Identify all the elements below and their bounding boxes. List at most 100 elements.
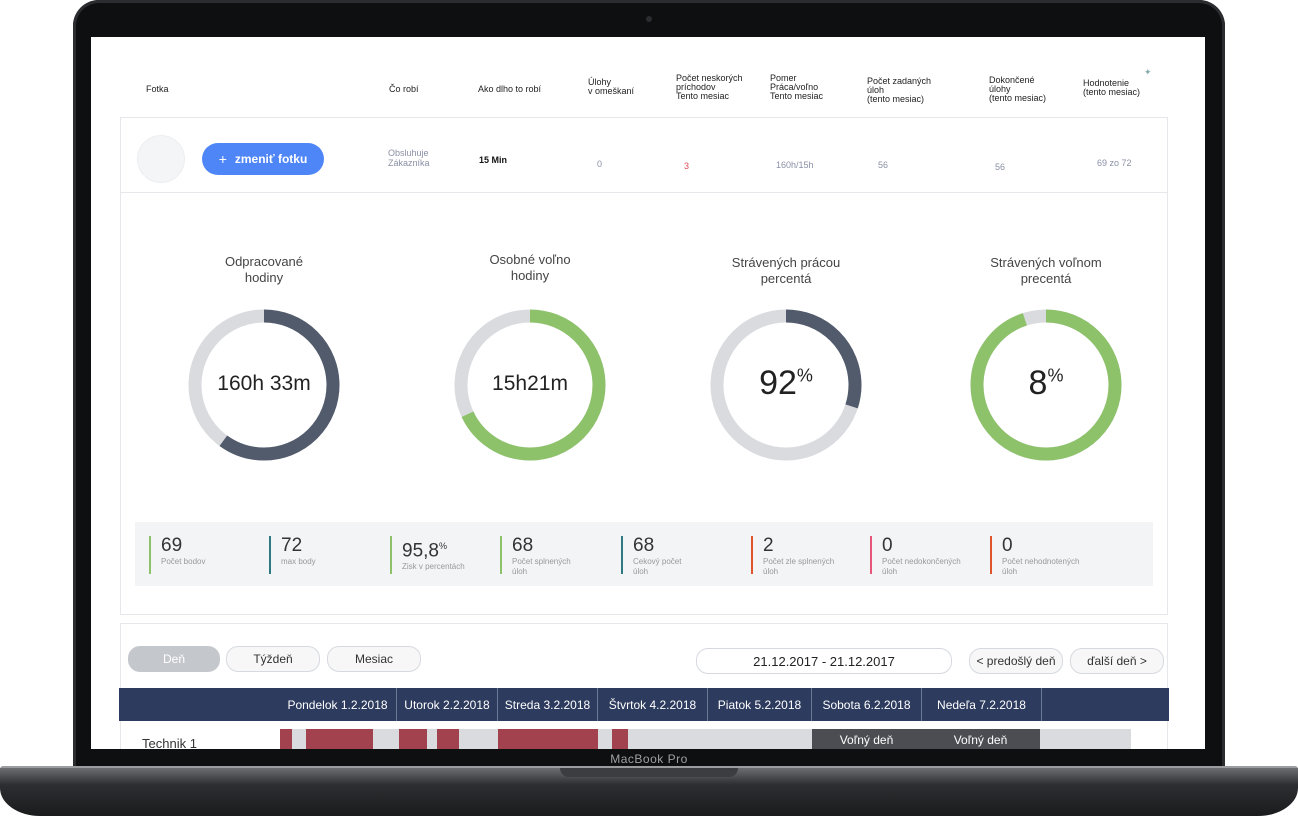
- donut-value-4: 8%: [1028, 363, 1064, 402]
- stat-label: Počet bodov: [161, 557, 206, 566]
- worker-name: Technik 1: [142, 736, 197, 749]
- tab-month[interactable]: Mesiac: [327, 646, 421, 672]
- donut-value-3: 92%: [759, 363, 813, 402]
- stat-item: 2 Počet zle splnených úloh: [751, 535, 835, 576]
- idle-block: [373, 729, 399, 749]
- free-day-saturday[interactable]: Voľný deň: [812, 729, 921, 749]
- day-header-wednesday: Streda 3.2.2018: [498, 688, 598, 721]
- work-block[interactable]: [280, 729, 292, 749]
- stat-label: Počet nedokončených úloh: [882, 557, 961, 576]
- next-day-button[interactable]: ďalší deň >: [1070, 648, 1164, 674]
- col-header-rating: Hodnotenie (tento mesiac): [1083, 78, 1141, 97]
- schedule-card: Deň Týždeň Mesiac 21.12.2017 - 21.12.201…: [119, 623, 1169, 749]
- donut-chart-3: [710, 309, 862, 461]
- stat-item: 69 Počet bodov: [149, 536, 205, 574]
- idle-block: [292, 729, 306, 749]
- day-header-monday: Pondelok 1.2.2018: [279, 688, 397, 721]
- col-header-late-tasks: Úlohy v omeškaní: [588, 77, 635, 96]
- stat-value: 95,8: [402, 540, 439, 562]
- day-header-friday: Piatok 5.2.2018: [708, 688, 812, 721]
- work-block[interactable]: [306, 729, 373, 749]
- col-header-late-arrivals: Počet neskorých príchodov Tento mesiac: [676, 73, 743, 101]
- donut-chart-2: [454, 309, 606, 461]
- donut-value-2: 15h21m: [492, 371, 568, 395]
- stat-item: 0 Počet nedokončených úloh: [870, 535, 961, 576]
- stat-value: 69: [161, 535, 183, 556]
- donut-arc: [188, 309, 340, 461]
- stat-label: Počet zle splnených úloh: [763, 557, 835, 576]
- work-block[interactable]: [612, 729, 628, 749]
- change-photo-label: zmeniť fotku: [234, 152, 308, 166]
- donut-arc: [710, 309, 862, 461]
- row-late-tasks: 0: [597, 159, 603, 169]
- row-divider: [121, 192, 1167, 193]
- day-header-saturday: Sobota 6.2.2018: [812, 688, 922, 721]
- col-header-ratio: Pomer Práca/voľno Tento mesiac: [770, 73, 824, 101]
- change-photo-button[interactable]: + zmeniť fotku: [202, 143, 324, 175]
- days-header: Pondelok 1.2.2018 Utorok 2.2.2018 Streda…: [119, 688, 1169, 721]
- stat-value: 68: [512, 535, 534, 556]
- day-header-sunday: Nedeľa 7.2.2018: [922, 688, 1042, 721]
- stat-item: 68 Cekový počet úloh: [621, 535, 682, 576]
- stat-value: 0: [1002, 535, 1013, 556]
- idle-block: [1040, 729, 1131, 749]
- stat-value: 0: [882, 535, 893, 556]
- col-header-photo: Fotka: [146, 84, 169, 94]
- donut-arc: [454, 309, 606, 461]
- donut-title-4: Strávených voľnom precentá: [990, 255, 1102, 286]
- idle-block: [628, 729, 812, 749]
- stat-label: Počet splnených úloh: [512, 557, 571, 576]
- employee-card: + zmeniť fotku Obsluhuje Zákazníka 15 Min…: [120, 117, 1168, 615]
- stat-label: max body: [281, 557, 316, 566]
- row-assigned: 56: [878, 160, 889, 170]
- free-day-sunday[interactable]: Voľný deň: [921, 729, 1040, 749]
- work-block[interactable]: [498, 729, 598, 749]
- plus-icon: +: [218, 151, 227, 167]
- work-block[interactable]: [437, 729, 459, 749]
- stat-value: 72: [281, 535, 303, 556]
- bird-icon[interactable]: ✦: [1144, 67, 1152, 77]
- idle-block: [598, 729, 612, 749]
- day-header-thursday: Štvrtok 4.2.2018: [598, 688, 708, 721]
- donut-arc: [970, 309, 1122, 461]
- day-header-tuesday: Utorok 2.2.2018: [397, 688, 498, 721]
- donut-value-1: 160h 33m: [217, 371, 311, 395]
- row-rating: 69 zo 72: [1097, 158, 1132, 168]
- work-block[interactable]: [413, 729, 427, 749]
- col-header-done: Dokončené úlohy (tento mesiac): [989, 75, 1047, 103]
- work-block[interactable]: [399, 729, 413, 749]
- stat-label: Cekový počet úloh: [633, 557, 682, 576]
- row-how-long: 15 Min: [479, 155, 508, 165]
- stats-strip: 69 Počet bodov 72 max body 95,8% Zisk v perce…: [135, 522, 1153, 586]
- camera-icon: [646, 16, 652, 22]
- stat-value: 2: [763, 535, 774, 556]
- stat-label: Počet nehodnotených úloh: [1002, 557, 1080, 576]
- idle-block: [459, 729, 498, 749]
- date-range-field[interactable]: 21.12.2017 - 21.12.2017: [696, 648, 952, 674]
- laptop-brand-label: MacBook Pro: [610, 752, 688, 766]
- idle-block: [427, 729, 437, 749]
- donut-title-1: Odpracované hodiny: [224, 254, 304, 285]
- donut-chart-4: [970, 309, 1122, 461]
- row-done: 56: [995, 162, 1006, 172]
- donut-title-2: Osobné voľno hodiny: [489, 252, 571, 283]
- avatar[interactable]: [137, 135, 185, 183]
- stat-label: Zisk v percentách: [402, 562, 465, 572]
- col-header-doing: Čo robí: [389, 84, 419, 94]
- donut-title-3: Strávených prácou percentá: [731, 255, 841, 286]
- stat-item: 68 Počet splnených úloh: [500, 535, 571, 576]
- row-ratio: 160h/15h: [776, 160, 814, 170]
- col-header-assigned: Počet zadaných úloh (tento mesiac): [867, 76, 932, 104]
- prev-day-button[interactable]: < predošlý deň: [969, 648, 1063, 674]
- tab-week[interactable]: Týždeň: [226, 646, 320, 672]
- row-late-arrivals: 3: [684, 161, 690, 171]
- row-doing: Obsluhuje Zákazníka: [388, 148, 430, 168]
- tab-day[interactable]: Deň: [128, 646, 220, 672]
- stat-item: 0 Počet nehodnotených úloh: [990, 535, 1080, 576]
- stat-value: 68: [633, 535, 655, 556]
- laptop-notch: [560, 768, 738, 777]
- donut-chart-1: [188, 309, 340, 461]
- col-header-how-long: Ako dlho to robí: [478, 84, 542, 94]
- stat-item: 72 max body: [269, 536, 316, 574]
- app-screen: Fotka Čo robí Ako dlho to robí Úlohy v om…: [91, 37, 1205, 749]
